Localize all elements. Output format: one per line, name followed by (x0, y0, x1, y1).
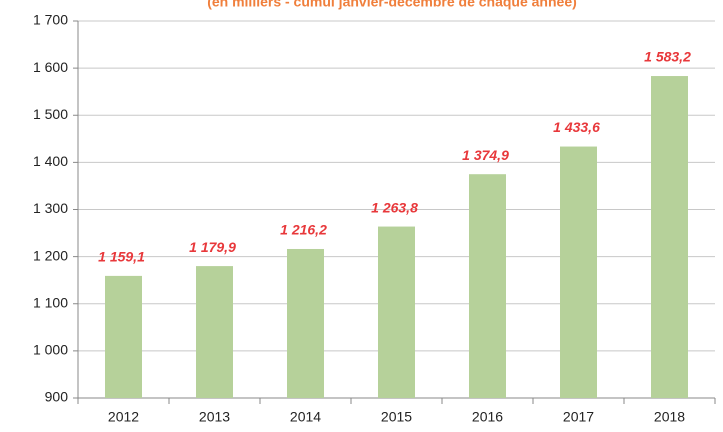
x-tick-label: 2016 (472, 409, 503, 425)
bar (560, 146, 597, 398)
bar (196, 266, 233, 398)
y-tick-label: 1 000 (33, 342, 68, 358)
y-tick-label: 1 100 (33, 294, 68, 310)
x-tick-label: 2012 (108, 409, 139, 425)
x-tick-label: 2017 (563, 409, 594, 425)
chart-subtitle: (en milliers - cumul janvier-décembre de… (207, 0, 577, 10)
x-tick-label: 2015 (381, 409, 412, 425)
y-tick-label: 1 200 (33, 247, 68, 263)
y-tick-label: 1 500 (33, 106, 68, 122)
bar (287, 248, 324, 398)
value-label: 1 583,2 (644, 49, 691, 65)
y-tick-label: 1 600 (33, 59, 68, 75)
x-tick-label: 2014 (290, 409, 321, 425)
x-tick-label: 2013 (199, 409, 230, 425)
bar (378, 226, 415, 398)
bar (651, 76, 688, 399)
y-tick-label: 900 (45, 389, 69, 405)
bar (105, 275, 142, 398)
value-label: 1 263,8 (371, 199, 418, 215)
y-tick-label: 1 400 (33, 153, 68, 169)
bar (469, 174, 506, 398)
value-label: 1 216,2 (280, 222, 327, 238)
y-tick-label: 1 700 (33, 12, 68, 28)
x-tick-label: 2018 (654, 409, 685, 425)
value-label: 1 374,9 (462, 147, 509, 163)
y-tick-label: 1 300 (33, 200, 68, 216)
value-label: 1 159,1 (98, 249, 145, 265)
value-label: 1 179,9 (189, 239, 236, 255)
value-label: 1 433,6 (553, 119, 600, 135)
